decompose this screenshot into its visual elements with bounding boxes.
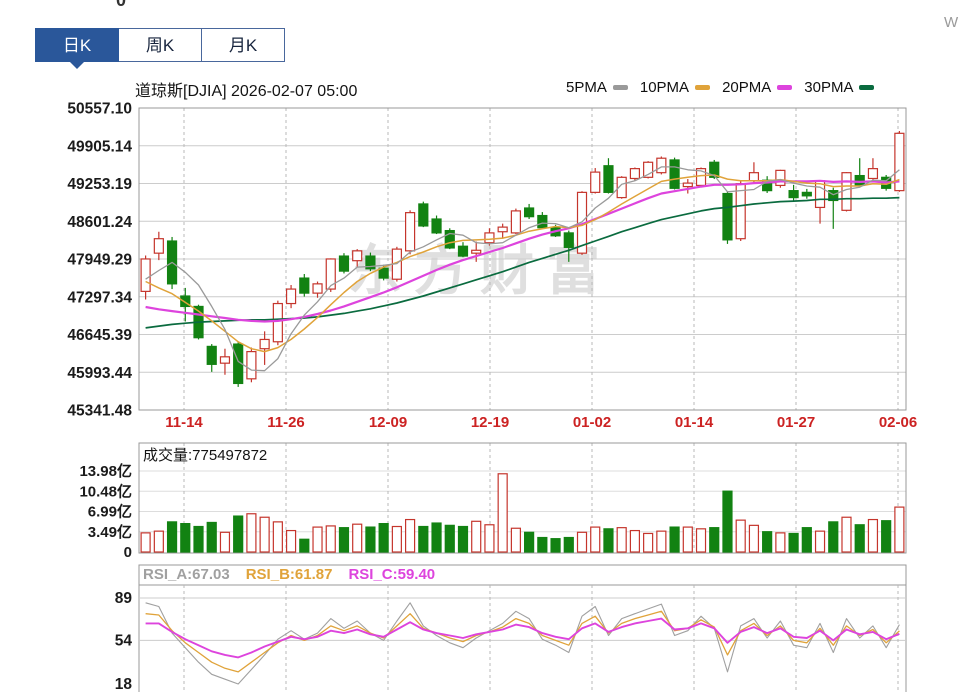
svg-text:89: 89 <box>115 590 133 607</box>
legend-swatch-20pma <box>777 85 793 90</box>
price-hit[interactable] <box>139 108 906 410</box>
legend-label-5pma: 5PMA <box>566 79 607 96</box>
price-grid <box>138 107 907 411</box>
legend-item-30pma: 30PMA <box>804 79 875 96</box>
legend-item-10pma: 10PMA <box>639 79 711 96</box>
rsi-lines <box>145 602 900 685</box>
ma-legend: 5PMA 10PMA 20PMA 30PMA <box>566 79 875 96</box>
svg-text:12-19: 12-19 <box>471 414 509 431</box>
svg-text:46645.39: 46645.39 <box>67 327 132 344</box>
kline-period-tabs: 日K 周K 月K <box>35 28 285 69</box>
tab-daily-k-label: 日K <box>62 36 92 55</box>
clipped-label-top: 0 <box>116 0 127 10</box>
volume-y-axis: 13.98亿 10.48亿 6.99亿 3.49亿 0 <box>79 462 132 561</box>
svg-text:49905.14: 49905.14 <box>67 138 132 155</box>
legend-label-20pma: 20PMA <box>722 79 772 96</box>
svg-text:47297.34: 47297.34 <box>67 289 132 306</box>
legend-item-20pma: 20PMA <box>722 79 793 96</box>
svg-text:48601.24: 48601.24 <box>67 214 132 231</box>
svg-text:45993.44: 45993.44 <box>67 365 132 382</box>
rsi-a-value: RSI_A:67.03 <box>143 566 230 583</box>
svg-text:01-27: 01-27 <box>777 414 815 431</box>
rsi-grid <box>138 564 907 692</box>
ma-lines <box>145 166 900 372</box>
tab-monthly-k-label: 月K <box>228 36 258 55</box>
svg-text:02-06: 02-06 <box>879 414 917 431</box>
corner-mark: W <box>944 14 959 31</box>
svg-text:47949.29: 47949.29 <box>67 252 132 269</box>
active-tab-pointer-icon <box>69 61 85 69</box>
legend-label-30pma: 30PMA <box>804 79 854 96</box>
rsi-c-value: RSI_C:59.40 <box>348 566 436 583</box>
tab-daily-k[interactable]: 日K <box>35 28 119 69</box>
legend-item-5pma: 5PMA <box>566 79 628 96</box>
price-y-axis: 50557.10 49905.14 49253.19 48601.24 47949.29… <box>67 101 132 420</box>
svg-text:54: 54 <box>115 632 133 649</box>
svg-text:3.49亿: 3.49亿 <box>88 523 132 541</box>
chart-title: 道琼斯[DJIA] 2026-02-07 05:00 <box>135 77 357 101</box>
rsi-header: RSI_A:67.03 RSI_B:61.87 RSI_C:59.40 <box>143 566 435 583</box>
chart-title-text: 道琼斯[DJIA] 2026-02-07 05:00 <box>135 83 358 100</box>
legend-label-10pma: 10PMA <box>639 79 690 96</box>
svg-text:11-26: 11-26 <box>267 414 305 431</box>
svg-text:10.48亿: 10.48亿 <box>79 482 132 500</box>
svg-text:12-09: 12-09 <box>369 414 407 431</box>
tab-weekly-k[interactable]: 周K <box>118 28 202 62</box>
date-axis: 11-14 11-26 12-09 12-19 01-02 01-14 01-27 02-06 <box>165 414 917 431</box>
svg-text:6.99亿: 6.99亿 <box>88 503 132 521</box>
legend-swatch-30pma <box>859 85 875 90</box>
rsi-y-axis: 89 54 18 <box>115 590 133 692</box>
volume-bars <box>140 473 905 553</box>
svg-text:11-14: 11-14 <box>165 414 203 431</box>
rsi-b-value: RSI_B:61.87 <box>245 566 333 583</box>
volume-header-text: 成交量:775497872 <box>143 447 268 464</box>
volume-header: 成交量:775497872 <box>143 444 267 465</box>
svg-text:13.98亿: 13.98亿 <box>79 462 132 480</box>
svg-text:0: 0 <box>124 544 132 561</box>
svg-text:01-14: 01-14 <box>675 414 714 431</box>
svg-text:18: 18 <box>115 676 133 692</box>
tab-monthly-k[interactable]: 月K <box>201 28 285 62</box>
svg-text:01-02: 01-02 <box>573 414 611 431</box>
legend-swatch-5pma <box>612 85 628 90</box>
svg-text:49253.19: 49253.19 <box>67 176 132 193</box>
price-plot-area[interactable] <box>139 108 906 410</box>
tab-weekly-k-label: 周K <box>145 36 175 55</box>
legend-swatch-10pma <box>695 85 711 90</box>
svg-text:45341.48: 45341.48 <box>67 403 132 420</box>
svg-text:50557.10: 50557.10 <box>67 101 132 118</box>
